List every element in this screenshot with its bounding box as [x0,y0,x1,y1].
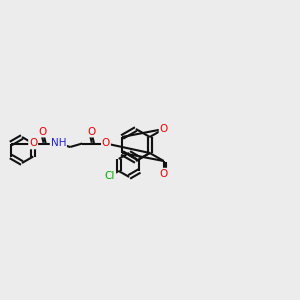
Text: Cl: Cl [105,171,115,181]
Text: O: O [102,139,110,148]
Text: O: O [29,139,37,148]
Text: O: O [160,169,168,178]
Text: O: O [39,127,47,136]
Text: O: O [87,127,95,136]
Text: O: O [160,124,168,134]
Text: NH: NH [51,139,66,148]
